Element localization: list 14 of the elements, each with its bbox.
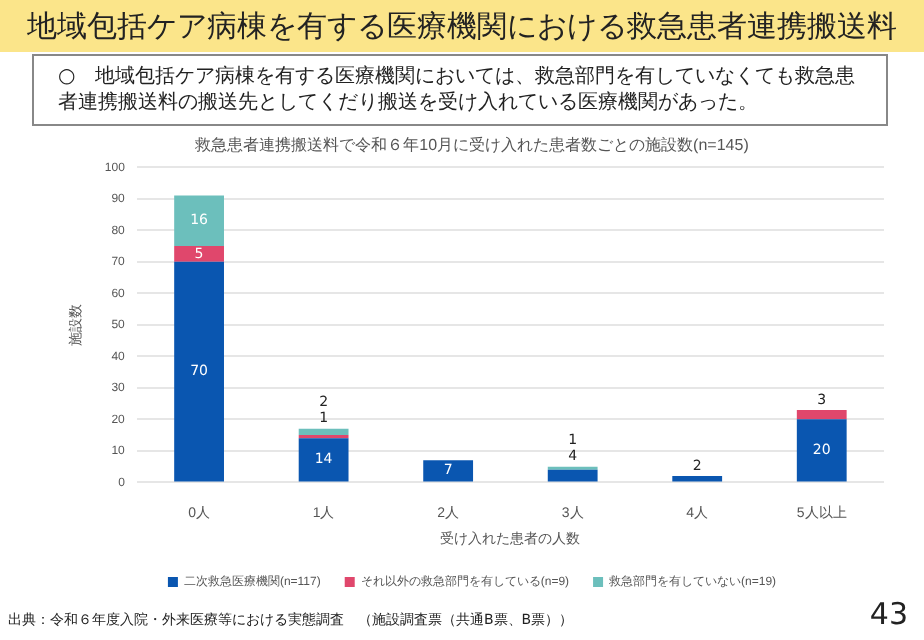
bar (547, 469, 598, 482)
bar (423, 460, 474, 482)
bar (298, 438, 349, 482)
bar (796, 419, 847, 482)
bar (174, 246, 224, 262)
bar (672, 476, 723, 482)
bar (174, 261, 224, 482)
text: 43 (869, 596, 908, 632)
bar (174, 195, 224, 246)
text: ○ 地域包括ケア病棟を有する医療機関においては、救急部門を有していなくても救急患者連携搬送料の搬送先としてくだり搬送を受け入れている医療機関があった。 (32, 54, 888, 126)
chart-subtitle: 救急患者連携搬送料で令和６年10月に受け入れた患者数ごとの施設数(n=145) (193, 136, 750, 155)
bar (796, 409, 847, 420)
bar (298, 428, 349, 436)
chart-title: 地域包括ケア病棟を有する医療機関における救急患者連携搬送料 (0, 0, 924, 52)
